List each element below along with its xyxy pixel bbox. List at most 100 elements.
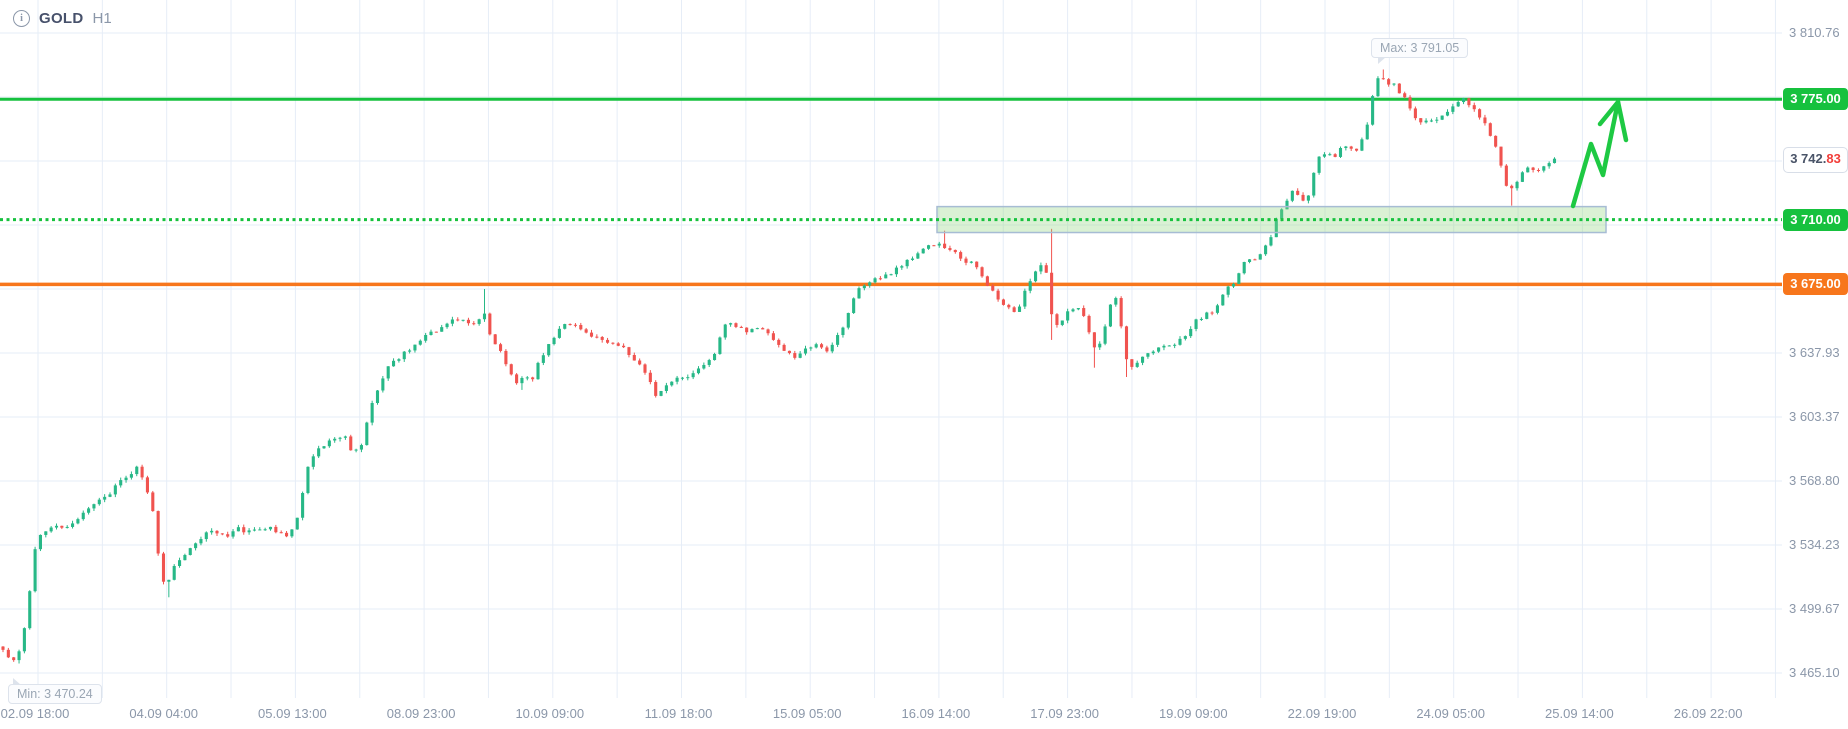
candle-body xyxy=(595,336,599,338)
candle-body xyxy=(1435,119,1439,121)
symbol-header: i GOLD H1 xyxy=(13,10,112,27)
level-price-badge: 3 775.00 xyxy=(1783,88,1848,111)
candle-body xyxy=(1092,332,1096,348)
candle-body xyxy=(440,327,444,332)
candle-body xyxy=(33,549,37,592)
candle-body xyxy=(1103,326,1107,344)
candle-body xyxy=(900,266,904,268)
candle-body xyxy=(274,526,278,533)
max-badge-pointer-icon xyxy=(1378,57,1386,64)
candle-body xyxy=(1531,167,1535,171)
candle-body xyxy=(65,526,69,528)
candle-body xyxy=(108,494,112,497)
candle-body xyxy=(199,539,203,544)
candle-body xyxy=(301,493,305,518)
candle-body xyxy=(1114,298,1118,305)
candle-body xyxy=(1226,286,1230,295)
candle-body xyxy=(402,351,406,360)
candle-body xyxy=(991,285,995,291)
candle-body xyxy=(830,344,834,352)
date-tick-label: 15.09 05:00 xyxy=(772,706,842,721)
price-tick-label: 3 810.76 xyxy=(1789,25,1840,40)
info-icon[interactable]: i xyxy=(13,10,30,27)
candle-body xyxy=(798,353,802,358)
current-price-fraction: 83 xyxy=(1826,150,1841,166)
candle-body xyxy=(76,519,80,524)
candle-body xyxy=(285,532,289,537)
date-tick-label: 16.09 14:00 xyxy=(901,706,971,721)
candle-body xyxy=(375,390,380,404)
candle-body xyxy=(1547,163,1551,167)
candle-body xyxy=(1087,315,1091,333)
candle-body xyxy=(1494,135,1498,147)
candle-body xyxy=(509,364,513,375)
candle-body xyxy=(755,328,759,330)
candle-body xyxy=(392,360,396,367)
candle-body xyxy=(1264,245,1268,255)
candle-body xyxy=(1290,190,1294,201)
candles-layer xyxy=(1,69,1557,664)
level-lines[interactable] xyxy=(0,97,1782,287)
candle-body xyxy=(365,422,369,446)
candle-body xyxy=(242,527,246,533)
candle-body xyxy=(493,334,497,345)
candle-body xyxy=(226,534,230,537)
candle-body xyxy=(49,527,53,532)
candle-body xyxy=(1462,98,1466,103)
candle-body xyxy=(803,348,808,354)
candle-body xyxy=(504,350,508,365)
candle-body xyxy=(627,347,631,355)
candle-body xyxy=(338,437,342,439)
date-tick-label: 11.09 18:00 xyxy=(644,706,713,721)
candle-body xyxy=(317,448,321,457)
candle-body xyxy=(964,258,968,263)
candle-body xyxy=(1023,290,1027,307)
candle-body xyxy=(1424,120,1428,123)
candle-body xyxy=(1001,299,1005,305)
candle-body xyxy=(1456,102,1460,107)
candle-body xyxy=(279,532,283,534)
candle-body xyxy=(761,328,765,330)
candle-body xyxy=(477,319,481,324)
candle-body xyxy=(718,337,722,354)
candle-body xyxy=(1189,328,1193,337)
date-tick-label: 05.09 13:00 xyxy=(258,706,327,721)
candle-body xyxy=(932,245,936,247)
candle-body xyxy=(247,530,251,533)
timeframe-label[interactable]: H1 xyxy=(92,10,112,27)
candle-body xyxy=(397,359,401,361)
candle-body xyxy=(1,646,5,650)
candle-body xyxy=(910,258,915,260)
candle-body xyxy=(1376,78,1380,97)
candle-body xyxy=(124,477,128,481)
symbol-name[interactable]: GOLD xyxy=(39,10,84,27)
candle-body xyxy=(884,274,888,279)
candle-body xyxy=(1044,265,1048,273)
candle-body xyxy=(1178,338,1182,345)
candle-body xyxy=(145,477,149,493)
candle-body xyxy=(525,377,529,379)
candle-body xyxy=(600,337,604,340)
candle-body xyxy=(290,529,294,537)
date-tick-label: 08.09 23:00 xyxy=(386,706,456,721)
candle-body xyxy=(311,456,315,467)
candle-body xyxy=(1429,120,1433,122)
candle-body xyxy=(857,288,861,299)
supply-zone-rectangle[interactable] xyxy=(936,205,1607,234)
candle-body xyxy=(1397,83,1401,94)
candle-body xyxy=(1445,111,1450,116)
candle-body xyxy=(1007,304,1011,308)
candle-body xyxy=(1499,146,1503,166)
bullish-arrow-drawing[interactable] xyxy=(1570,99,1629,209)
candle-body xyxy=(1403,93,1407,98)
candle-body xyxy=(408,350,412,352)
candle-body xyxy=(1312,172,1316,196)
candle-body xyxy=(1231,283,1236,287)
candle-body xyxy=(1124,326,1129,360)
candle-body xyxy=(1360,139,1364,151)
candle-body xyxy=(172,565,176,580)
candle-body xyxy=(841,327,845,336)
candle-body xyxy=(1082,308,1086,316)
